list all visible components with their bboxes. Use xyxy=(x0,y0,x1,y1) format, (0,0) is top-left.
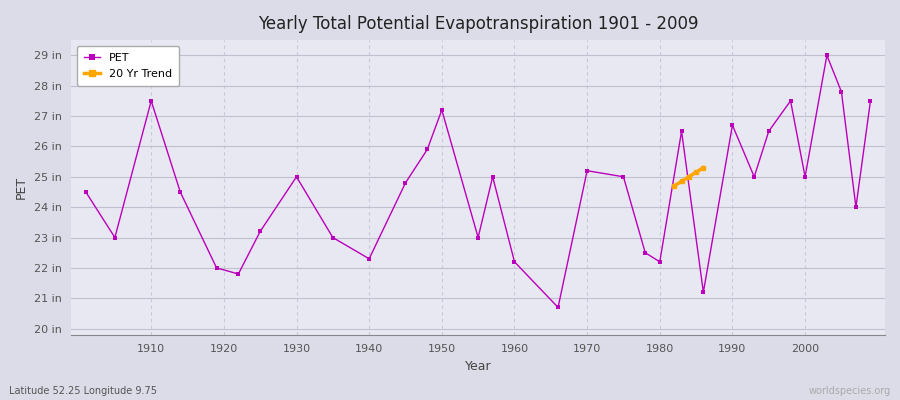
PET xyxy=(175,190,185,194)
20 Yr Trend xyxy=(676,179,687,184)
PET xyxy=(255,229,266,234)
PET xyxy=(822,53,832,58)
PET xyxy=(436,108,447,112)
PET xyxy=(865,98,876,103)
PET xyxy=(80,190,91,194)
PET xyxy=(727,123,738,128)
PET xyxy=(291,174,302,179)
Text: worldspecies.org: worldspecies.org xyxy=(809,386,891,396)
PET xyxy=(763,129,774,134)
PET xyxy=(676,129,687,134)
Text: Latitude 52.25 Longitude 9.75: Latitude 52.25 Longitude 9.75 xyxy=(9,386,157,396)
PET xyxy=(400,180,411,185)
Y-axis label: PET: PET xyxy=(15,176,28,199)
PET xyxy=(422,147,433,152)
Legend: PET, 20 Yr Trend: PET, 20 Yr Trend xyxy=(76,46,179,86)
PET xyxy=(850,205,861,210)
20 Yr Trend xyxy=(690,170,701,175)
PET xyxy=(640,250,651,255)
PET xyxy=(785,98,796,103)
X-axis label: Year: Year xyxy=(464,360,491,373)
PET xyxy=(698,290,709,295)
PET xyxy=(654,260,665,264)
PET xyxy=(472,235,483,240)
20 Yr Trend xyxy=(698,165,709,170)
PET xyxy=(553,305,563,310)
20 Yr Trend xyxy=(669,184,680,188)
PET xyxy=(509,260,520,264)
Line: PET: PET xyxy=(84,54,872,309)
PET xyxy=(212,266,222,270)
PET xyxy=(233,272,244,276)
PET xyxy=(364,256,374,261)
PET xyxy=(328,235,338,240)
20 Yr Trend xyxy=(683,174,694,179)
PET xyxy=(581,168,592,173)
PET xyxy=(618,174,629,179)
PET xyxy=(487,174,498,179)
Line: 20 Yr Trend: 20 Yr Trend xyxy=(672,166,706,188)
PET xyxy=(146,98,157,103)
PET xyxy=(836,89,847,94)
PET xyxy=(800,174,811,179)
PET xyxy=(110,235,121,240)
PET xyxy=(749,174,760,179)
Title: Yearly Total Potential Evapotranspiration 1901 - 2009: Yearly Total Potential Evapotranspiratio… xyxy=(258,15,698,33)
